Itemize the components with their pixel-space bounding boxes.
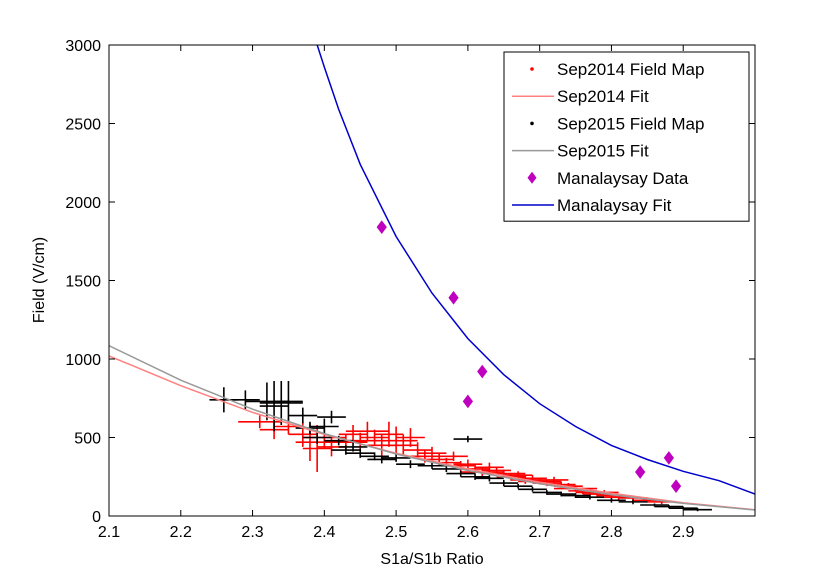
data-point-4-0 bbox=[376, 220, 387, 234]
y-tick-label-4: 2000 bbox=[65, 195, 101, 212]
data-point-2-31 bbox=[575, 494, 605, 500]
series-line-1 bbox=[109, 355, 755, 511]
x-tick-label-3: 2.4 bbox=[313, 524, 335, 541]
data-point-4-2 bbox=[462, 394, 474, 409]
x-axis-label: S1a/S1b Ratio bbox=[380, 551, 483, 568]
data-point-2-27 bbox=[518, 486, 547, 492]
data-point-2-24 bbox=[475, 475, 504, 482]
series-line-5 bbox=[316, 45, 755, 495]
y-tick-label-1: 500 bbox=[74, 431, 101, 448]
data-point-2-17 bbox=[381, 453, 411, 462]
data-point-0-25 bbox=[453, 459, 483, 469]
y-tick-label-3: 1500 bbox=[65, 274, 101, 291]
data-point-2-19 bbox=[417, 462, 447, 469]
x-tick-label-1: 2.2 bbox=[170, 524, 192, 541]
legend-label-2: Sep2015 Field Map bbox=[557, 114, 704, 133]
data-point-2-16 bbox=[367, 455, 397, 464]
data-point-0-18 bbox=[403, 442, 432, 458]
legend: Sep2014 Field Map Sep2014 Fit Sep2015 Fiel… bbox=[503, 51, 750, 222]
data-point-2-32 bbox=[597, 497, 626, 503]
data-point-2-20 bbox=[432, 465, 461, 473]
data-point-4-5 bbox=[663, 451, 674, 465]
data-point-2-25 bbox=[489, 479, 519, 487]
legend-label-4: Manalaysay Data bbox=[557, 169, 689, 188]
y-tick-label-6: 3000 bbox=[65, 38, 101, 55]
data-point-2-4 bbox=[259, 380, 303, 425]
legend-marker-0 bbox=[530, 67, 534, 71]
data-point-2-21 bbox=[446, 470, 476, 477]
data-point-2-9 bbox=[309, 418, 339, 435]
x-tick-label-5: 2.6 bbox=[457, 524, 479, 541]
data-point-0-23 bbox=[439, 451, 468, 462]
legend-marker-2 bbox=[530, 121, 534, 126]
x-tick-label-0: 2.1 bbox=[98, 524, 120, 541]
data-point-2-22 bbox=[453, 435, 483, 443]
x-tick-label-2: 2.3 bbox=[241, 524, 263, 541]
x-axis: 2.1 2.2 2.3 2.4 2.5 2.6 2.7 2.8 2.9 bbox=[98, 45, 694, 541]
data-point-2-10 bbox=[317, 410, 346, 424]
x-tick-label-8: 2.9 bbox=[672, 524, 694, 541]
data-point-2-6 bbox=[288, 407, 318, 424]
data-point-4-6 bbox=[670, 479, 682, 494]
data-point-2-34 bbox=[640, 503, 669, 507]
data-point-2-37 bbox=[683, 508, 712, 512]
data-point-2-14 bbox=[345, 448, 375, 458]
y-tick-label-5: 2500 bbox=[65, 117, 101, 134]
data-point-2-18 bbox=[396, 460, 425, 469]
y-axis-label: Field (V/cm) bbox=[31, 237, 48, 323]
legend-label-1: Sep2014 Fit bbox=[557, 87, 649, 106]
series-2 bbox=[209, 380, 712, 512]
data-point-0-12 bbox=[360, 429, 389, 446]
series-layer bbox=[109, 45, 755, 512]
data-point-0-17 bbox=[396, 428, 425, 447]
x-tick-label-7: 2.8 bbox=[600, 524, 622, 541]
data-point-0-20 bbox=[417, 446, 447, 460]
legend-box bbox=[503, 51, 750, 222]
data-point-2-36 bbox=[668, 506, 698, 510]
series-4 bbox=[376, 220, 682, 494]
legend-marker-4 bbox=[527, 171, 537, 184]
legend-label-0: Sep2014 Field Map bbox=[557, 60, 704, 79]
data-point-2-28 bbox=[532, 490, 562, 495]
data-point-4-3 bbox=[477, 364, 488, 379]
y-axis: 0 500 1000 1500 2000 2500 3000 bbox=[65, 38, 755, 526]
data-point-2-13 bbox=[338, 442, 368, 452]
y-tick-label-2: 1000 bbox=[65, 352, 101, 369]
series-line-3 bbox=[109, 345, 755, 511]
data-point-2-5 bbox=[274, 380, 303, 422]
data-point-2-26 bbox=[503, 483, 533, 489]
x-tick-label-6: 2.7 bbox=[529, 524, 551, 541]
data-point-0-37 bbox=[539, 476, 569, 484]
legend-label-5: Manalaysay Fit bbox=[557, 196, 672, 215]
data-point-2-3 bbox=[259, 380, 289, 432]
legend-label-3: Sep2015 Fit bbox=[557, 142, 649, 161]
data-point-0-14 bbox=[374, 421, 404, 447]
data-point-2-8 bbox=[302, 431, 332, 444]
x-tick-label-4: 2.5 bbox=[385, 524, 407, 541]
y-tick-label-0: 0 bbox=[92, 509, 101, 526]
data-point-4-1 bbox=[448, 290, 459, 305]
data-point-2-33 bbox=[618, 499, 648, 505]
data-point-4-4 bbox=[635, 465, 646, 479]
